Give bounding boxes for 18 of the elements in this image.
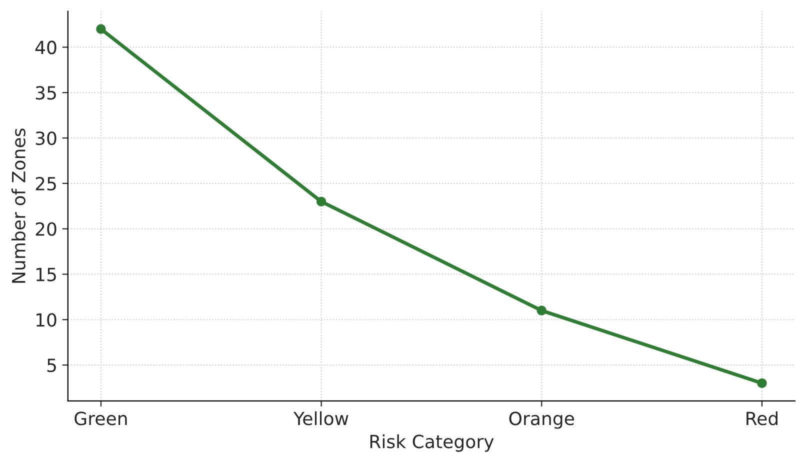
x-axis-title: Risk Category: [370, 434, 494, 452]
y-tick-label: 5: [47, 358, 56, 372]
point: [316, 196, 326, 206]
y-tick-label: 35: [36, 86, 56, 100]
y-axis-title: Number of Zones: [11, 128, 26, 283]
x-tick-label: Red: [746, 411, 778, 426]
x-tick-label: Green: [74, 412, 127, 426]
x-tick-label: Orange: [509, 412, 574, 429]
point: [536, 306, 546, 316]
point: [757, 378, 767, 388]
point: [96, 24, 106, 34]
y-tick-label: 20: [36, 222, 56, 236]
y-tick-label: 10: [36, 313, 56, 327]
y-tick-label: 25: [36, 176, 56, 191]
y-tick-label: 15: [36, 268, 56, 282]
x-tick-label: Yellow: [293, 411, 348, 426]
y-tick-label: 30: [36, 131, 56, 146]
y-tick-label: 40: [35, 40, 56, 54]
